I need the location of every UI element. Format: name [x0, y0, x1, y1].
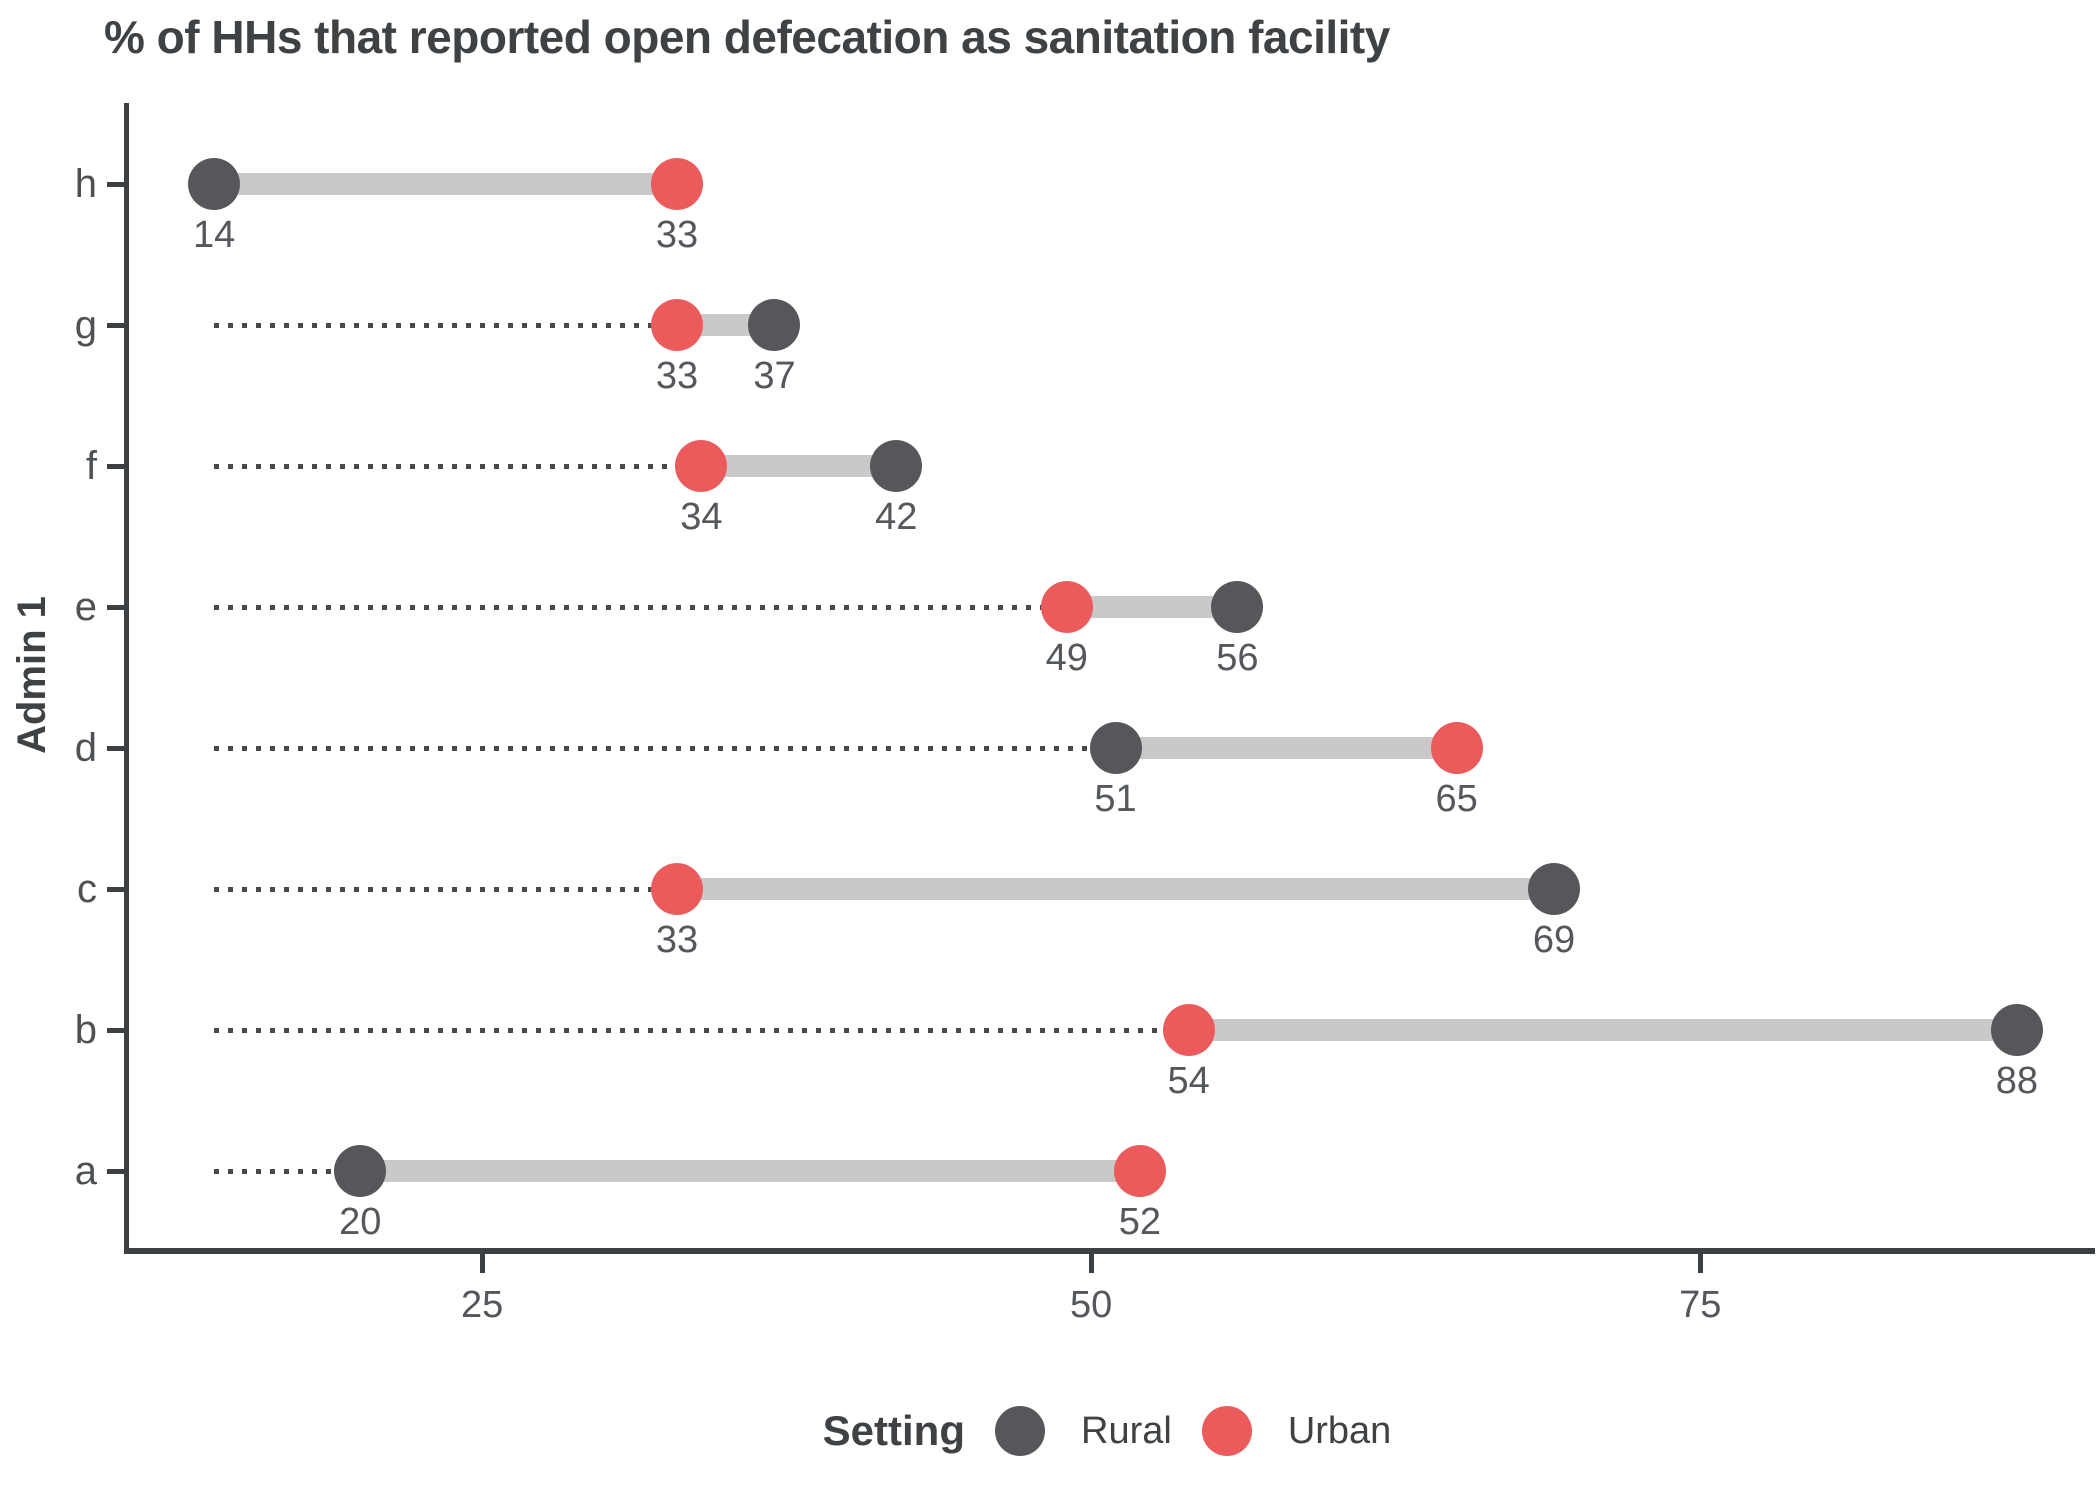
value-label: 37 [753, 355, 796, 397]
x-tick [479, 1254, 485, 1273]
urban-point [1040, 581, 1093, 633]
range-bar [1066, 596, 1238, 618]
dotted-leader-line [214, 604, 1067, 610]
y-tick [107, 1168, 124, 1174]
y-tick [107, 181, 124, 187]
range-bar [214, 173, 677, 195]
urban-point [675, 440, 728, 492]
dotted-leader-line [214, 745, 1116, 751]
legend-entry-rural: Rural [995, 1406, 1172, 1456]
rural-point [334, 1145, 387, 1197]
legend-title: Setting [822, 1407, 965, 1454]
value-label: 51 [1094, 778, 1137, 820]
x-tick-label: 50 [1070, 1284, 1113, 1326]
y-category-label: a [74, 1149, 97, 1193]
value-label: 42 [875, 496, 918, 538]
urban-point [651, 299, 703, 351]
y-category-label: c [77, 867, 97, 911]
y-category-label: h [74, 162, 97, 206]
legend-entry-urban: Urban [1201, 1406, 1392, 1456]
range-bar [701, 455, 897, 477]
value-label: 20 [339, 1201, 382, 1243]
rural-point [748, 299, 801, 351]
value-label: 54 [1167, 1060, 1210, 1102]
y-category-label: e [74, 585, 97, 629]
value-label: 14 [192, 214, 236, 256]
chart-title: % of HHs that reported open defecation a… [104, 11, 1390, 63]
dotted-leader-line [214, 1168, 361, 1174]
urban-point [1113, 1145, 1166, 1197]
value-label: 52 [1118, 1201, 1162, 1243]
urban-point [1430, 722, 1483, 774]
x-tick [1697, 1254, 1703, 1273]
dotted-leader-line [214, 463, 702, 469]
y-tick [107, 1027, 124, 1033]
y-tick [107, 322, 124, 328]
value-label: 33 [655, 919, 699, 961]
y-tick [107, 463, 124, 469]
range-bar [1115, 737, 1457, 759]
value-label: 65 [1435, 778, 1478, 820]
dotted-leader-line [214, 886, 677, 892]
value-label: 69 [1532, 919, 1576, 961]
y-category-label: f [85, 444, 97, 488]
urban-point [651, 158, 703, 210]
y-tick [107, 604, 124, 610]
dotted-leader-line [214, 322, 677, 328]
value-label: 88 [1995, 1060, 2039, 1102]
x-tick-label: 25 [460, 1284, 504, 1326]
value-label: 33 [655, 214, 699, 256]
rural-point [870, 440, 923, 492]
dotted-leader-line [214, 1027, 1189, 1033]
rural-point [1211, 581, 1264, 633]
value-label: 33 [655, 355, 699, 397]
legend-label-rural: Rural [1081, 1409, 1172, 1452]
x-tick-label: 75 [1679, 1284, 1722, 1326]
y-tick [107, 886, 124, 892]
y-category-label: d [74, 726, 97, 770]
x-tick [1088, 1254, 1094, 1273]
rural-point [1089, 722, 1142, 774]
y-axis-title: Admin 1 [10, 596, 54, 754]
y-category-label: b [74, 1008, 97, 1052]
urban-legend-dot-icon [1201, 1406, 1252, 1456]
legend: Setting Rural Urban [124, 1398, 2090, 1464]
rural-legend-dot-icon [995, 1406, 1045, 1456]
value-label: 34 [680, 496, 723, 538]
range-bar [1188, 1019, 2017, 1041]
value-label: 49 [1045, 637, 1088, 679]
y-tick [107, 745, 124, 751]
range-bar [677, 878, 1555, 900]
rural-point [1528, 863, 1581, 915]
value-label: 56 [1216, 637, 1259, 679]
rural-point [188, 158, 241, 210]
urban-point [1162, 1004, 1215, 1056]
range-bar [360, 1160, 1140, 1182]
plot-panel [124, 103, 2095, 1254]
y-category-label: g [74, 303, 97, 347]
rural-point [1990, 1004, 2043, 1056]
legend-label-urban: Urban [1287, 1409, 1392, 1452]
urban-point [651, 863, 703, 915]
